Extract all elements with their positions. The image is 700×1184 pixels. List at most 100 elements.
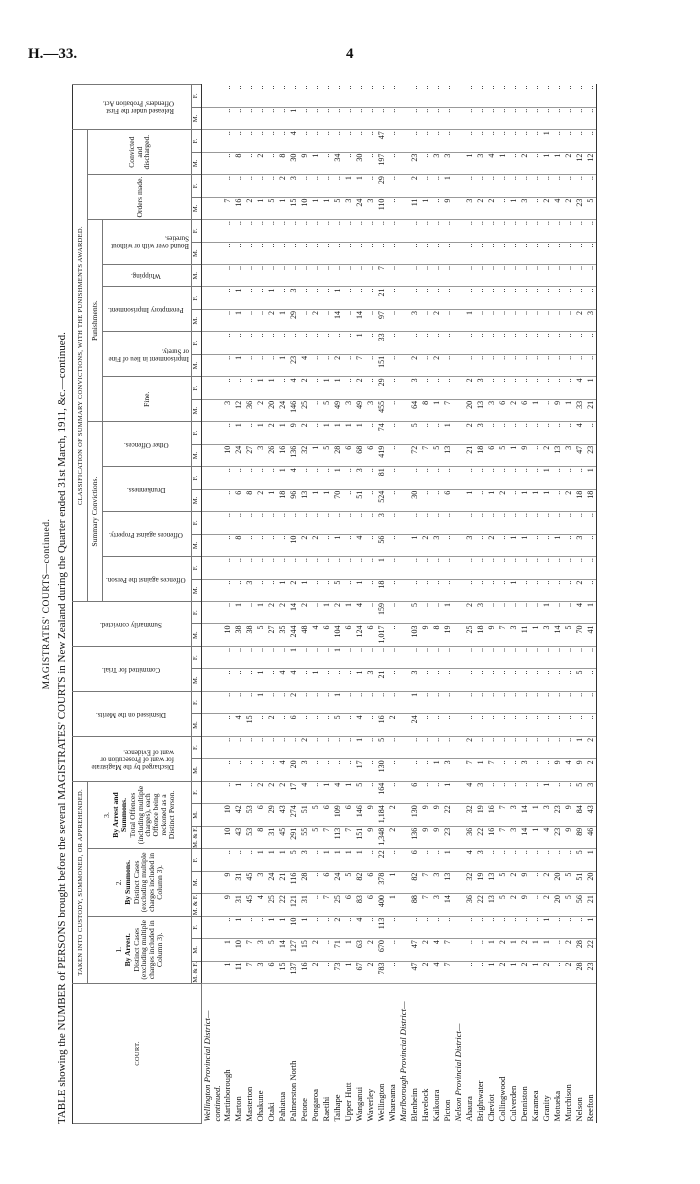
empty-cell xyxy=(452,399,464,422)
value-cell: .. xyxy=(232,107,244,130)
value-cell: .. xyxy=(276,129,288,153)
value-cell: 4 xyxy=(540,826,552,849)
value-cell: 8 xyxy=(419,399,431,422)
value-cell: 3 xyxy=(518,758,530,782)
value-cell: 1 xyxy=(485,961,497,984)
value-cell: 164 xyxy=(375,781,387,804)
value-cell: 5 xyxy=(496,444,508,467)
value-cell: .. xyxy=(254,107,266,130)
empty-cell xyxy=(452,286,464,310)
value-cell: 3 xyxy=(441,152,453,175)
value-cell: .. xyxy=(309,579,321,602)
value-cell: 5 xyxy=(562,624,574,647)
court-name: Whareama xyxy=(386,1084,397,1122)
value-cell: .. xyxy=(441,556,453,580)
value-cell: .. xyxy=(463,579,475,602)
value-cell: .. xyxy=(518,601,530,624)
value-cell: .. xyxy=(309,758,321,782)
value-cell: .. xyxy=(408,916,420,939)
value-cell: .. xyxy=(551,174,563,198)
value-cell: 6 xyxy=(364,624,376,647)
empty-cell xyxy=(452,511,464,535)
summary-convictions-header: Summary Convictions. xyxy=(87,421,103,602)
value-cell: .. xyxy=(474,354,486,377)
value-cell: .. xyxy=(221,556,233,580)
dismissed-header-label: Dismissed on the Merits. xyxy=(96,710,166,719)
value-cell: .. xyxy=(276,286,288,310)
value-cell: 88 xyxy=(408,893,420,917)
value-cell: .. xyxy=(463,646,475,669)
value-cell: 1 xyxy=(221,961,233,984)
value-cell: .. xyxy=(496,421,508,445)
value-cell: .. xyxy=(518,129,530,153)
value-cell: .. xyxy=(540,646,552,669)
value-cell: .. xyxy=(386,579,398,602)
value-cell: .. xyxy=(353,691,365,714)
value-cell: .. xyxy=(573,286,585,310)
value-cell: 20 xyxy=(463,399,475,422)
value-cell: .. xyxy=(364,286,376,310)
value-cell: .. xyxy=(518,376,530,400)
value-cell: .. xyxy=(518,916,530,939)
value-cell: .. xyxy=(408,264,420,287)
value-cell: 3 xyxy=(507,826,519,849)
value-cell: 2 xyxy=(496,961,508,984)
value-cell: 7 xyxy=(419,871,431,894)
sex-label: F. xyxy=(191,556,202,580)
empty-cell xyxy=(397,354,409,377)
value-cell: .. xyxy=(430,242,442,265)
value-cell: .. xyxy=(551,264,563,287)
value-cell: .. xyxy=(518,421,530,445)
value-cell: .. xyxy=(441,331,453,355)
value-cell: 1 xyxy=(254,668,266,692)
value-cell: .. xyxy=(507,107,519,130)
value-cell: 1 xyxy=(309,197,321,220)
value-cell: 18 xyxy=(573,489,585,512)
value-cell: 5 xyxy=(408,421,420,445)
court-name: Denniston xyxy=(518,1086,529,1122)
empty-cell xyxy=(201,871,222,894)
value-cell: 2 xyxy=(298,534,310,557)
empty-cell xyxy=(397,421,409,445)
value-cell: 8 xyxy=(232,152,244,175)
value-cell: .. xyxy=(254,242,266,265)
arrest-header: 1. By Arrest. Distinct Cases (excluding mu… xyxy=(87,916,192,984)
value-cell: 45 xyxy=(276,826,288,849)
value-cell: .. xyxy=(474,646,486,669)
value-cell: .. xyxy=(529,129,541,153)
value-cell: 6 xyxy=(320,624,332,647)
summarily-convicted-header: Summarily convicted. xyxy=(72,601,192,647)
value-cell: 6 xyxy=(320,871,332,894)
value-cell: 20 xyxy=(551,871,563,894)
value-cell: .. xyxy=(309,916,321,939)
value-cell: 1 xyxy=(232,916,244,939)
value-cell: .. xyxy=(254,579,266,602)
value-cell: .. xyxy=(496,174,508,198)
value-cell: .. xyxy=(342,264,354,287)
value-cell: .. xyxy=(529,736,541,759)
value-cell: 17 xyxy=(287,781,299,804)
value-cell: .. xyxy=(551,646,563,669)
value-cell: .. xyxy=(496,758,508,782)
value-cell: .. xyxy=(496,331,508,355)
value-cell: .. xyxy=(243,511,255,535)
value-cell: 1 xyxy=(309,444,321,467)
value-cell: .. xyxy=(496,601,508,624)
value-cell: .. xyxy=(551,961,563,984)
value-cell: .. xyxy=(430,916,442,939)
value-cell: .. xyxy=(507,601,519,624)
value-cell: .. xyxy=(320,354,332,377)
value-cell: .. xyxy=(562,309,574,332)
value-cell: 2 xyxy=(518,938,530,962)
value-cell: 38 xyxy=(232,624,244,647)
value-cell: 1 xyxy=(331,646,343,669)
value-cell: .. xyxy=(342,309,354,332)
value-cell: .. xyxy=(507,691,519,714)
value-cell: .. xyxy=(463,466,475,490)
value-cell: 16 xyxy=(485,803,497,827)
value-cell: 9 xyxy=(518,871,530,894)
value-cell: 29 xyxy=(287,309,299,332)
value-cell: 2 xyxy=(540,893,552,917)
value-cell: .. xyxy=(507,758,519,782)
value-cell: .. xyxy=(463,938,475,962)
